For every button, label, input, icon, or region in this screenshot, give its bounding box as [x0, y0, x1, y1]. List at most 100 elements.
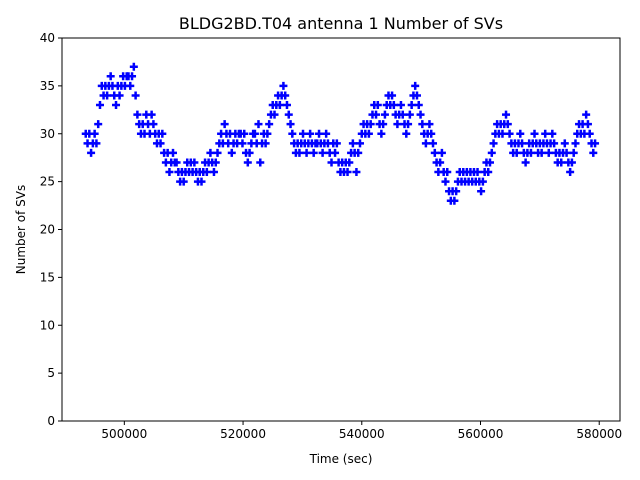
data-point: [393, 120, 402, 129]
data-point: [331, 148, 340, 157]
chart-title: BLDG2BD.T04 antenna 1 Number of SVs: [179, 14, 503, 33]
data-point: [332, 139, 341, 148]
data-point: [348, 139, 357, 148]
data-point: [473, 168, 482, 177]
data-point: [158, 129, 167, 138]
data-point: [366, 120, 375, 129]
data-point: [115, 91, 124, 100]
data-point: [567, 158, 576, 167]
data-point: [478, 177, 487, 186]
data-point: [541, 129, 550, 138]
data-point: [254, 120, 263, 129]
data-point: [270, 110, 279, 119]
data-point: [407, 101, 416, 110]
data-point: [498, 129, 507, 138]
data-point: [261, 139, 270, 148]
data-point: [373, 101, 382, 110]
data-point: [112, 101, 121, 110]
data-point: [128, 72, 137, 81]
data-point: [106, 72, 115, 81]
data-point: [156, 139, 165, 148]
data-point: [530, 129, 539, 138]
data-point: [389, 101, 398, 110]
data-point: [377, 129, 386, 138]
data-point: [560, 139, 569, 148]
data-point: [169, 148, 178, 157]
data-point: [343, 168, 352, 177]
data-point: [562, 148, 571, 157]
data-point: [281, 91, 290, 100]
data-point: [92, 139, 101, 148]
data-point: [583, 120, 592, 129]
data-point: [165, 168, 174, 177]
data-point: [256, 158, 265, 167]
data-point: [131, 91, 140, 100]
data-point: [318, 148, 327, 157]
data-point: [396, 101, 405, 110]
data-point: [327, 158, 336, 167]
data-point: [421, 139, 430, 148]
x-tick-label: 580000: [576, 427, 622, 441]
y-tick-label: 20: [40, 223, 55, 237]
y-tick-label: 15: [40, 270, 55, 284]
data-point: [412, 91, 421, 100]
data-point: [429, 139, 438, 148]
data-point: [95, 101, 104, 110]
data-point: [425, 120, 434, 129]
data-point: [489, 139, 498, 148]
data-point: [388, 91, 397, 100]
data-point: [372, 110, 381, 119]
data-point: [503, 120, 512, 129]
y-tick-label: 5: [47, 366, 55, 380]
data-point: [571, 139, 580, 148]
data-point: [569, 148, 578, 157]
data-point: [179, 177, 188, 186]
data-point: [149, 120, 158, 129]
y-axis-label: Number of SVs: [14, 185, 28, 274]
data-point: [126, 81, 135, 90]
data-point: [441, 177, 450, 186]
data-point: [411, 81, 420, 90]
y-tick-label: 25: [40, 175, 55, 189]
data-point: [265, 120, 274, 129]
data-point: [566, 168, 575, 177]
data-point: [206, 148, 215, 157]
data-point: [94, 120, 103, 129]
data-point: [220, 120, 229, 129]
data-point: [240, 129, 249, 138]
data-point: [404, 120, 413, 129]
data-point: [402, 129, 411, 138]
x-tick-label: 520000: [220, 427, 266, 441]
data-point: [521, 158, 530, 167]
data-point: [437, 148, 446, 157]
data-point: [477, 187, 486, 196]
data-point: [263, 129, 272, 138]
data-point: [322, 129, 331, 138]
y-tick-label: 30: [40, 127, 55, 141]
data-point: [133, 110, 142, 119]
data-point: [172, 158, 181, 167]
data-point: [427, 129, 436, 138]
plot-area: [81, 62, 600, 205]
data-point: [591, 139, 600, 148]
data-point: [405, 110, 414, 119]
data-point: [526, 148, 535, 157]
data-point: [436, 158, 445, 167]
y-tick-label: 35: [40, 79, 55, 93]
data-point: [227, 148, 236, 157]
data-point: [245, 148, 254, 157]
data-point: [190, 158, 199, 167]
y-tick-label: 40: [40, 31, 55, 45]
data-point: [414, 101, 423, 110]
data-point: [512, 148, 521, 157]
data-point: [243, 158, 252, 167]
data-point: [418, 120, 427, 129]
data-point: [286, 120, 295, 129]
x-tick-label: 540000: [339, 427, 385, 441]
data-point: [306, 129, 315, 138]
data-point: [309, 148, 318, 157]
data-point: [484, 168, 493, 177]
y-tick-label: 0: [47, 414, 55, 428]
